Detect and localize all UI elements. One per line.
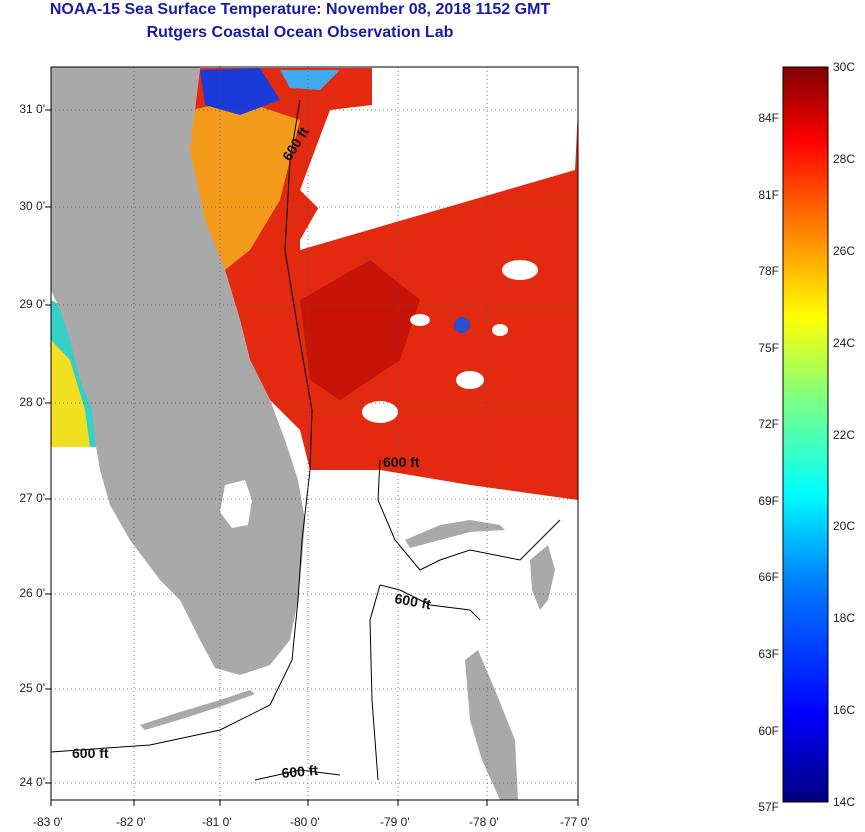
colorbar-fahrenheit-label: 60F — [758, 723, 779, 738]
isobath-south — [254, 769, 341, 781]
sst-gulf-strip-warm — [51, 340, 90, 447]
andros-island — [465, 650, 518, 800]
lat-label: 31 0' — [19, 102, 45, 116]
colorbar-celsius-label: 26C — [833, 243, 856, 258]
sst-core — [300, 260, 420, 400]
colorbar-celsius-label: 30C — [833, 60, 856, 74]
colorbar-fahrenheit-label: 72F — [758, 417, 779, 432]
lat-label: 25 0' — [19, 681, 45, 695]
lon-label: -80 0' — [290, 815, 320, 829]
isobath-bahamas — [369, 459, 561, 781]
map-subtitle: Rutgers Coastal Ocean Observation Lab — [146, 24, 454, 41]
lon-label: -81 0' — [202, 815, 232, 829]
cloud-gap-3 — [502, 260, 538, 280]
grand-bahama — [405, 520, 505, 548]
colorbar-celsius-label: 18C — [833, 611, 856, 626]
cloud-gap-5 — [410, 314, 430, 326]
colorbar-fahrenheit-label: 75F — [758, 340, 779, 355]
contour-label-bahamas-north: 600 ft — [383, 454, 420, 470]
lon-label: -83 0' — [33, 815, 63, 829]
lat-label: 26 0' — [19, 586, 45, 600]
colorbar-fahrenheit-label: 78F — [758, 264, 779, 279]
colorbar-fahrenheit-label: 69F — [758, 493, 779, 508]
lat-label: 24 0' — [19, 775, 45, 789]
colorbar-celsius-label: 14C — [833, 795, 856, 809]
cloud-cool-spot — [454, 317, 470, 333]
colorbar-celsius-label: 22C — [833, 427, 856, 442]
lat-label: 29 0' — [19, 297, 45, 311]
colorbar-fahrenheit-label: 57F — [758, 800, 779, 815]
cloud-gap-4 — [456, 371, 484, 389]
sst-cool-patch-2 — [280, 70, 340, 90]
map-title: NOAA-15 Sea Surface Temperature: Novembe… — [49, 1, 551, 18]
lon-label: -78 0' — [469, 815, 499, 829]
colorbar-fahrenheit-label: 63F — [758, 646, 779, 661]
colorbar-celsius-label: 24C — [833, 335, 856, 350]
contour-label-bahamas-mid: 600 ft — [393, 590, 432, 612]
cloud-gap-2 — [362, 401, 398, 423]
colorbar — [782, 66, 829, 803]
colorbar-fahrenheit-label: 84F — [758, 111, 779, 126]
map-frame — [50, 66, 579, 801]
colorbar-fahrenheit-label: 81F — [758, 187, 779, 202]
colorbar-celsius-label: 20C — [833, 519, 856, 534]
cloud-gap-6 — [492, 324, 508, 336]
colorbar-celsius-label: 16C — [833, 703, 856, 718]
florida-keys — [140, 690, 255, 730]
contour-label-west: 600 ft — [72, 745, 109, 761]
lat-label: 30 0' — [19, 199, 45, 213]
lake-okeechobee — [220, 480, 252, 528]
lon-label: -79 0' — [380, 815, 410, 829]
cloud-gap-1 — [300, 105, 420, 215]
colorbar-celsius-label: 28C — [833, 151, 856, 166]
axis-ticks — [45, 109, 579, 806]
colorbar-fahrenheit-label: 66F — [758, 570, 779, 585]
lon-label: -82 0' — [116, 815, 146, 829]
isobath-florida — [51, 99, 313, 753]
contour-label-south: 600 ft — [281, 762, 319, 781]
lat-label: 27 0' — [19, 491, 45, 505]
lon-label: -77 0' — [560, 815, 590, 829]
abaco-island — [530, 545, 555, 610]
lat-label: 28 0' — [19, 395, 45, 409]
sst-coastal-band — [190, 100, 300, 270]
